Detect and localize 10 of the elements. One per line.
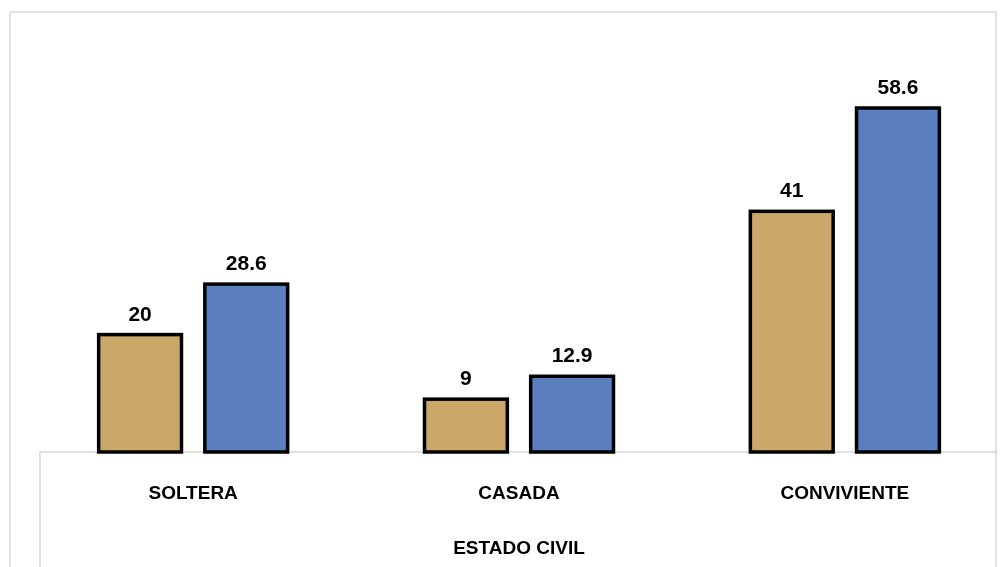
data-label: 28.6 [225, 251, 267, 275]
x-axis-title: ESTADO CIVIL [453, 537, 586, 558]
x-tick-label: SOLTERA [148, 482, 239, 503]
data-label: 58.6 [877, 75, 919, 98]
data-label: 41 [780, 178, 804, 202]
x-tick-label: CASADA [478, 482, 560, 503]
x-tick-label: CONVIVIENTE [780, 482, 910, 503]
data-label: 20 [128, 301, 152, 325]
data-label: 12.9 [551, 343, 593, 367]
data-label: 9 [460, 366, 472, 390]
